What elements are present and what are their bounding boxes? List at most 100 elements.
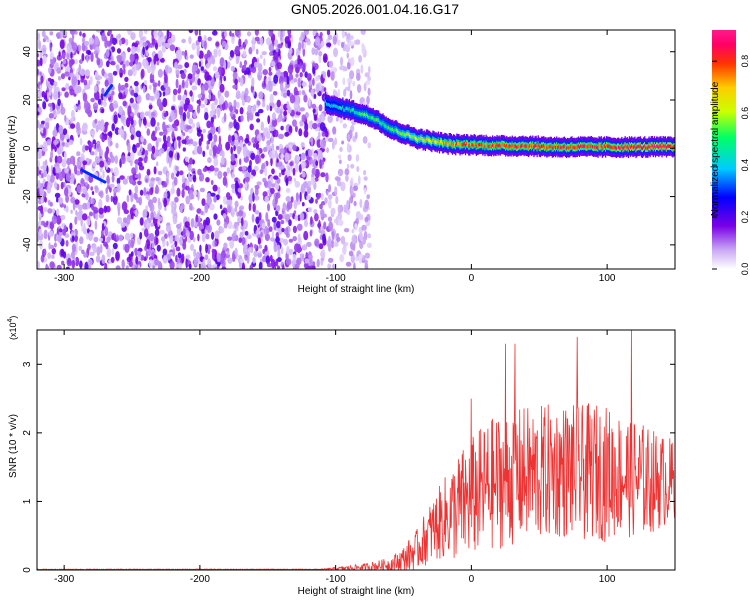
signal-segment: [528, 144, 531, 148]
noise-blob: [255, 216, 260, 225]
noise-blob: [47, 208, 53, 214]
noise-blob: [295, 66, 300, 74]
noise-blob: [308, 254, 313, 260]
noise-blob: [37, 151, 42, 160]
noise-blob: [75, 256, 80, 267]
noise-blob: [184, 156, 189, 163]
noise-blob: [197, 78, 201, 86]
noise-blob: [268, 226, 273, 232]
noise-blob: [60, 102, 64, 112]
noise-blob: [130, 232, 134, 239]
signal-segment: [385, 124, 387, 128]
noise-blob: [143, 228, 149, 238]
noise-blob: [79, 59, 83, 64]
noise-blob: [81, 53, 85, 62]
noise-blob: [351, 235, 357, 245]
noise-blob: [101, 254, 106, 264]
noise-blob: [61, 87, 66, 92]
signal-segment: [586, 145, 588, 149]
noise-blob: [346, 33, 350, 40]
signal-segment: [595, 145, 597, 149]
signal-segment: [416, 137, 418, 141]
noise-blob: [326, 147, 329, 153]
noise-blob: [185, 232, 190, 237]
noise-blob: [110, 195, 114, 202]
noise-blob: [276, 117, 281, 123]
signal-segment: [673, 145, 675, 149]
signal-segment: [640, 146, 643, 150]
noise-blob: [273, 220, 277, 231]
noise-blob: [311, 47, 316, 55]
noise-blob: [37, 59, 41, 67]
noise-blob: [275, 145, 280, 150]
noise-blob: [251, 43, 256, 51]
noise-blob: [88, 142, 94, 149]
noise-blob: [289, 161, 294, 167]
signal-segment: [410, 134, 412, 139]
signal-segment: [488, 144, 491, 148]
noise-blob: [226, 250, 230, 256]
noise-blob: [90, 97, 95, 103]
noise-blob: [268, 30, 273, 37]
noise-blob: [154, 89, 160, 100]
signal-segment: [333, 103, 335, 107]
signal-segment: [533, 145, 535, 150]
noise-blob: [290, 34, 294, 43]
noise-blob: [346, 52, 350, 59]
noise-blob: [275, 236, 280, 244]
signal-segment: [531, 144, 533, 149]
noise-blob: [147, 65, 152, 74]
noise-blob: [365, 80, 371, 86]
noise-blob: [205, 216, 211, 226]
signal-segment: [555, 146, 557, 150]
noise-blob: [308, 120, 313, 129]
noise-blob: [163, 197, 168, 208]
noise-blob: [206, 120, 212, 129]
signal-segment: [552, 146, 555, 150]
noise-blob: [162, 248, 168, 256]
signal-segment: [481, 142, 483, 146]
noise-blob: [101, 223, 105, 232]
noise-blob: [126, 194, 130, 203]
noise-blob: [265, 211, 269, 222]
noise-blob: [268, 71, 273, 76]
signal-segment: [511, 143, 513, 147]
noise-blob: [158, 150, 162, 157]
noise-blob: [267, 203, 270, 212]
signal-segment: [545, 145, 547, 149]
signal-segment: [406, 132, 408, 136]
noise-blob: [182, 228, 186, 238]
noise-blob: [71, 250, 75, 259]
noise-blob: [246, 31, 252, 37]
noise-blob: [112, 70, 118, 76]
noise-blob: [327, 242, 332, 252]
noise-blob: [127, 142, 131, 153]
noise-blob: [265, 77, 269, 86]
noise-blob: [271, 143, 275, 151]
noise-blob: [245, 176, 250, 183]
noise-blob: [87, 258, 93, 266]
noise-blob: [253, 104, 257, 112]
noise-blob: [86, 184, 90, 189]
signal-segment: [484, 144, 486, 149]
noise-blob: [82, 144, 86, 153]
noise-blob: [288, 238, 294, 243]
signal-segment: [532, 143, 534, 147]
noise-blob: [198, 98, 201, 107]
signal-segment: [365, 114, 367, 118]
noise-blob: [94, 71, 99, 78]
noise-blob: [199, 187, 205, 193]
signal-segment: [449, 141, 451, 145]
noise-blob: [167, 135, 171, 143]
noise-blob: [217, 186, 221, 195]
noise-blob: [285, 188, 291, 193]
noise-blob: [57, 98, 61, 107]
noise-blob: [280, 103, 285, 112]
noise-blob: [234, 206, 238, 213]
noise-blob: [227, 257, 233, 264]
noise-blob: [191, 85, 198, 91]
noise-blob: [266, 140, 271, 146]
noise-blob: [348, 196, 352, 204]
signal-segment: [470, 142, 472, 146]
noise-blob: [106, 175, 110, 184]
